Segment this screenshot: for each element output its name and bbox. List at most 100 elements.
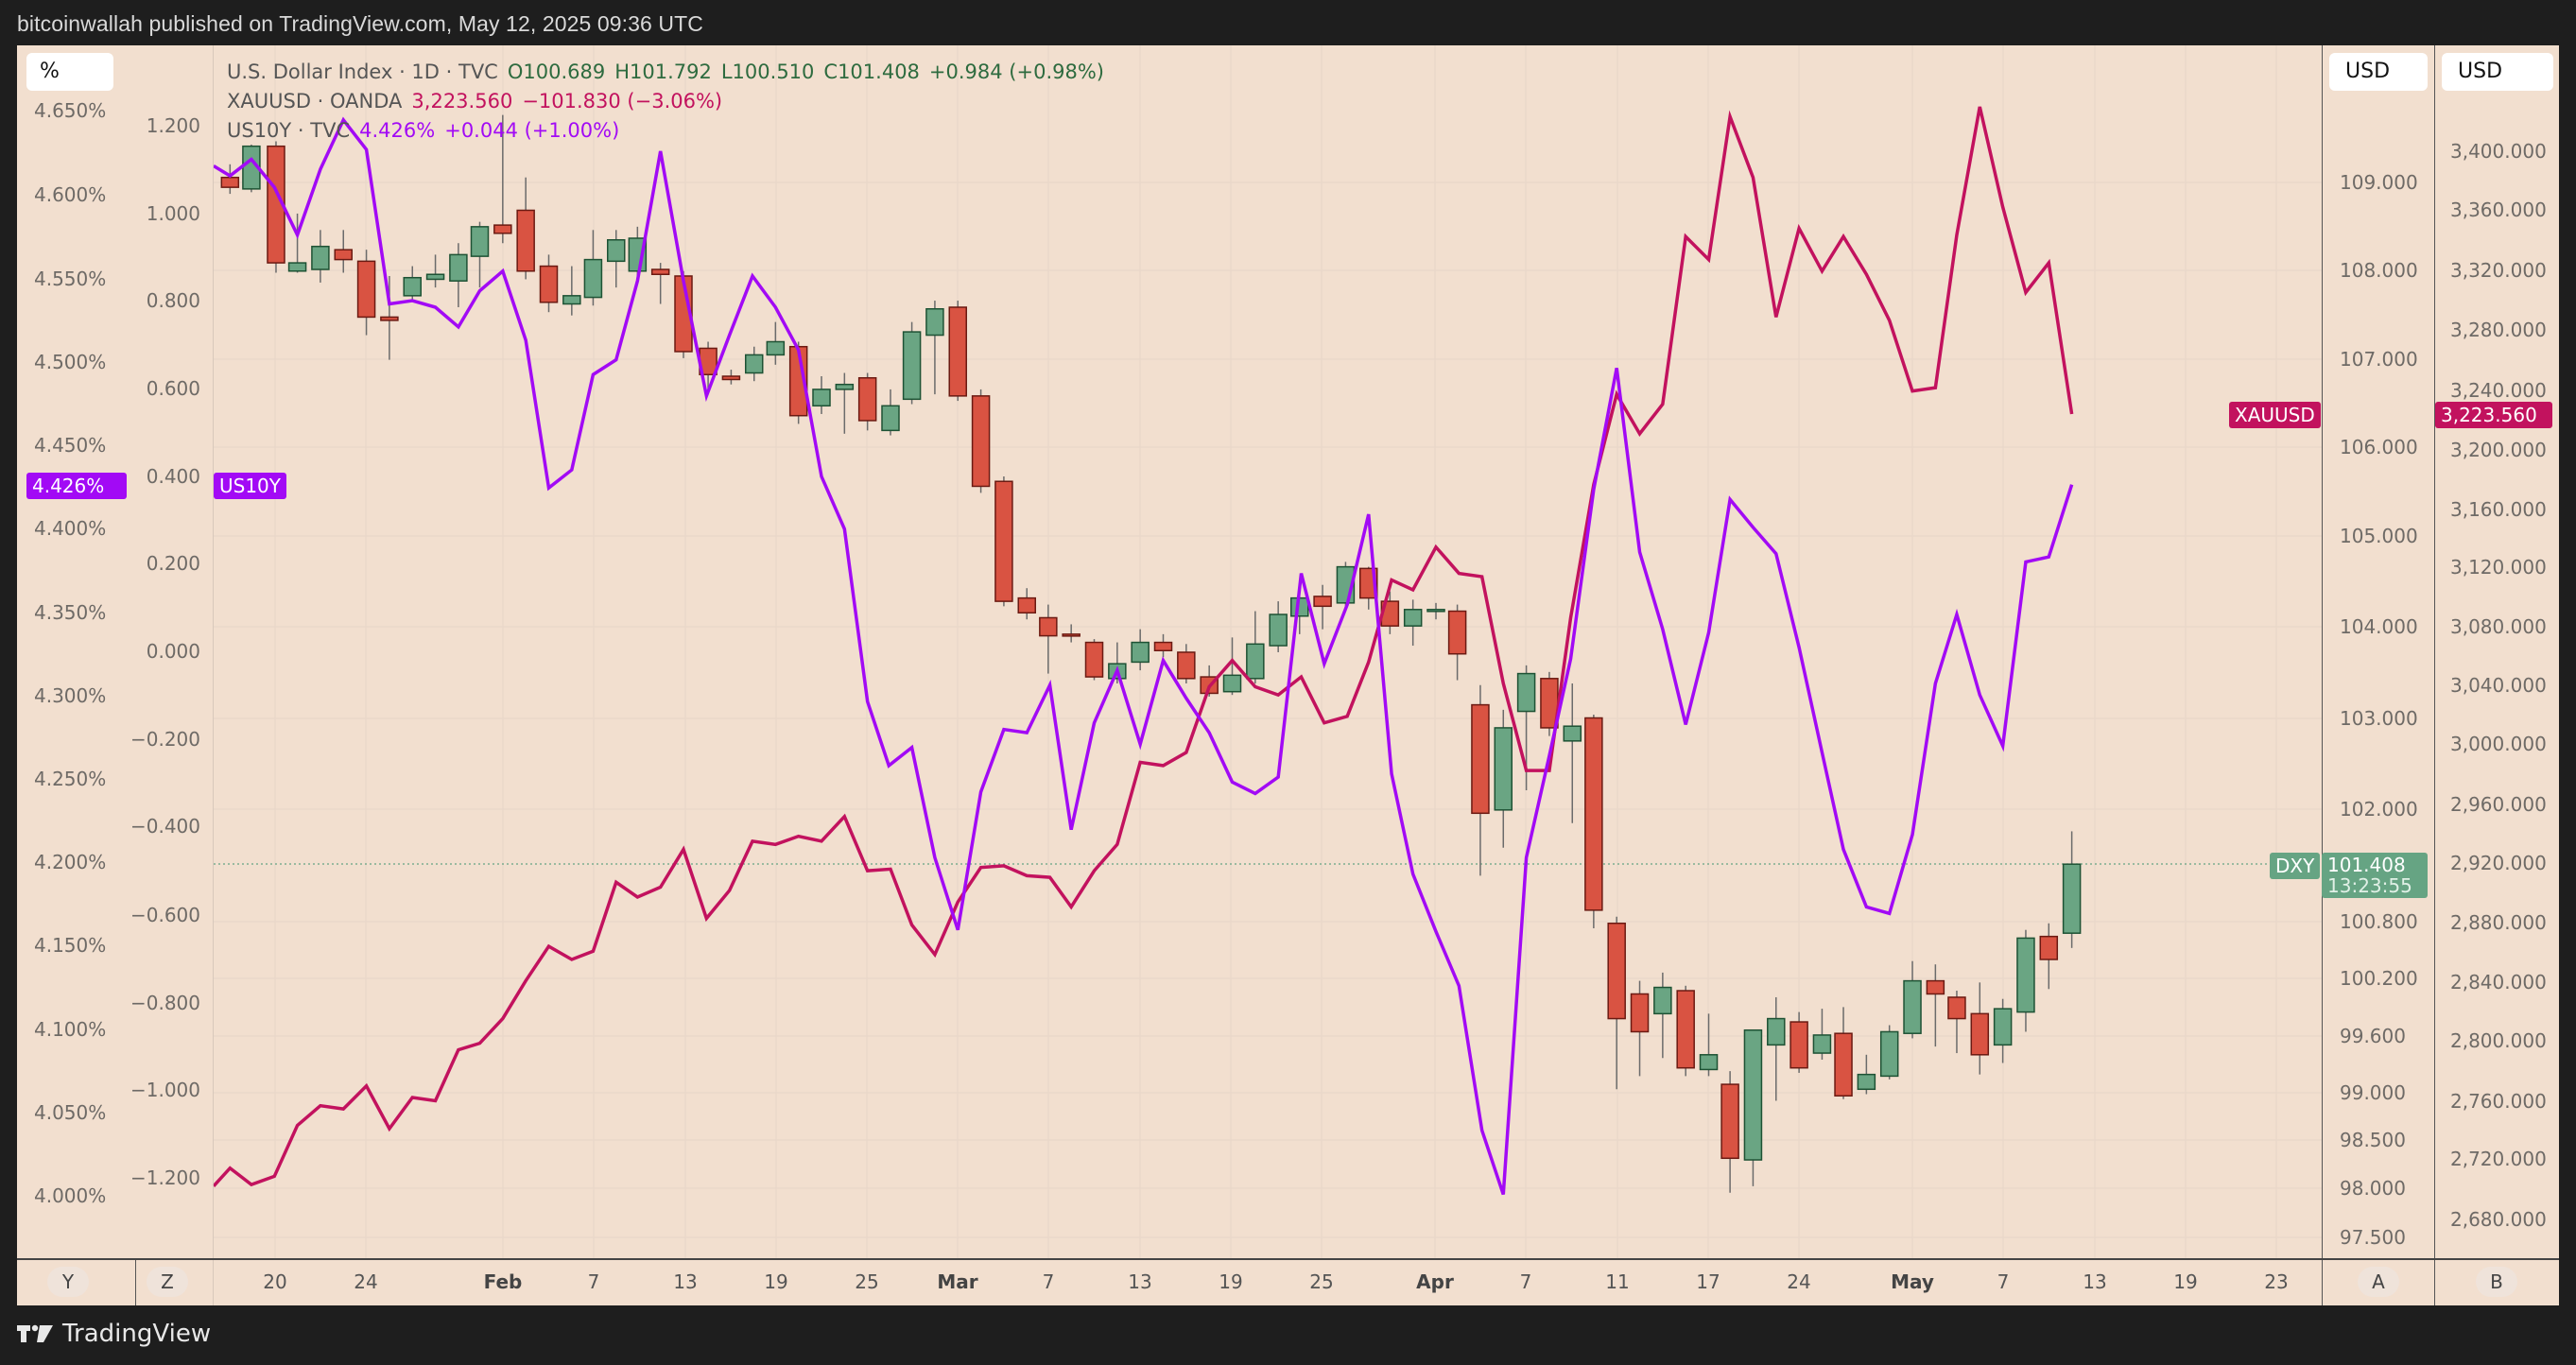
time-axis-label: 13: [2083, 1270, 2107, 1293]
axis-tick-label: 2,760.000: [2450, 1090, 2547, 1113]
axis-tick-label: 4.450%: [34, 434, 107, 457]
axis-tick-label: 99.000: [2340, 1081, 2406, 1104]
axis-divider: [2322, 45, 2323, 1305]
axis-tick-label: 107.000: [2340, 348, 2418, 371]
axis-tick-label: 3,000.000: [2450, 733, 2547, 755]
axis-tick-label: 3,080.000: [2450, 615, 2547, 638]
xauusd-axis-tag: 3,223.560: [2435, 402, 2552, 428]
axis-tick-label: 105.000: [2340, 525, 2418, 547]
axis-tick-label: 103.000: [2340, 707, 2418, 730]
legend-dxy-close: C101.408: [823, 60, 920, 83]
axis-tick-label: 0.600: [146, 377, 200, 400]
axis-tick-label: 102.000: [2340, 798, 2418, 821]
axis-tick-label: 2,880.000: [2450, 911, 2547, 934]
axis-tick-label: 4.500%: [34, 351, 107, 373]
axis-tick-label: 97.500: [2340, 1226, 2406, 1249]
axis-tick-label: 3,160.000: [2450, 498, 2547, 521]
axis-tick-label: 3,120.000: [2450, 556, 2547, 579]
legend-us10y[interactable]: US10Y · TVC 4.426% +0.044 (+1.00%): [227, 119, 629, 142]
axis-tick-label: 98.500: [2340, 1129, 2406, 1151]
auto-scale-button-b[interactable]: B: [2476, 1267, 2517, 1297]
axis-tick-label: 108.000: [2340, 259, 2418, 282]
time-axis-label: 7: [1997, 1270, 2010, 1293]
time-axis-label: 11: [1605, 1270, 1630, 1293]
axis-tick-label: 4.400%: [34, 517, 107, 540]
right-axis-b-unit-button[interactable]: USD: [2442, 53, 2553, 91]
time-axis-label: 25: [1309, 1270, 1334, 1293]
axis-tick-label: −0.800: [130, 992, 200, 1014]
time-axis-label: 24: [354, 1270, 378, 1293]
time-axis-label: 13: [1128, 1270, 1152, 1293]
us10y-label-tag: US10Y: [214, 473, 286, 499]
us10y-axis-tag: 4.426%: [26, 473, 127, 499]
axis-tick-label: 99.600: [2340, 1025, 2406, 1047]
time-axis-label: 20: [263, 1270, 287, 1293]
legend-dxy-name: U.S. Dollar Index · 1D · TVC: [227, 60, 498, 83]
axis-tick-label: 2,720.000: [2450, 1148, 2547, 1170]
axis-tick-label: 0.000: [146, 640, 200, 663]
legend-xauusd-name: XAUUSD · OANDA: [227, 90, 403, 112]
time-axis-label: 19: [2173, 1270, 2198, 1293]
right-axis-a-unit-button[interactable]: USD: [2329, 53, 2428, 91]
dxy-last-price: 101.408: [2327, 854, 2406, 876]
time-axis-label: 19: [1219, 1270, 1243, 1293]
dxy-label-tag: DXY: [2270, 853, 2321, 879]
auto-scale-button-a[interactable]: A: [2358, 1267, 2399, 1297]
left-axis-unit-button[interactable]: %: [26, 53, 113, 91]
publish-header: bitcoinwallah published on TradingView.c…: [0, 0, 2576, 45]
axis-tick-label: 4.250%: [34, 768, 107, 790]
axis-tick-label: 4.550%: [34, 268, 107, 290]
axis-divider: [2434, 45, 2435, 1305]
tradingview-logo[interactable]: TradingView: [17, 1320, 211, 1348]
time-axis-label: 17: [1696, 1270, 1720, 1293]
axis-tick-label: 3,200.000: [2450, 439, 2547, 461]
log-scale-button-z[interactable]: Z: [147, 1267, 188, 1297]
legend-dxy-change: +0.984 (+0.98%): [928, 60, 1105, 83]
dxy-countdown: 13:23:55: [2327, 874, 2412, 897]
legend-xauusd[interactable]: XAUUSD · OANDA 3,223.560 −101.830 (−3.06%): [227, 90, 732, 112]
tradingview-logo-icon: [17, 1324, 53, 1342]
time-axis-border: [17, 1258, 2559, 1260]
axis-tick-label: −1.200: [130, 1166, 200, 1189]
axis-tick-label: 98.000: [2340, 1177, 2406, 1200]
axis-tick-label: 3,360.000: [2450, 199, 2547, 221]
axis-tick-label: 3,040.000: [2450, 674, 2547, 697]
time-axis-label: 23: [2264, 1270, 2289, 1293]
axis-tick-label: 4.300%: [34, 684, 107, 707]
log-scale-button-y[interactable]: Y: [47, 1267, 89, 1297]
axis-tick-label: 0.800: [146, 289, 200, 312]
axis-tick-label: 2,920.000: [2450, 852, 2547, 874]
legend-dxy[interactable]: U.S. Dollar Index · 1D · TVC O100.689 H101…: [227, 60, 1114, 83]
chart-frame: [17, 45, 2559, 1305]
axis-tick-label: 0.200: [146, 552, 200, 575]
axis-tick-label: 0.400: [146, 465, 200, 488]
dxy-axis-tag: 101.408 13:23:55: [2322, 853, 2428, 898]
legend-dxy-open: O100.689: [507, 60, 606, 83]
axis-tick-label: 3,280.000: [2450, 319, 2547, 341]
axis-divider: [135, 1258, 136, 1305]
axis-tick-label: 1.200: [146, 114, 200, 137]
legend-xauusd-price: 3,223.560: [411, 90, 513, 112]
axis-tick-label: 1.000: [146, 202, 200, 225]
axis-tick-label: 104.000: [2340, 615, 2418, 638]
time-axis-label: May: [1891, 1270, 1934, 1293]
time-axis-label: 7: [1042, 1270, 1055, 1293]
time-axis-label: 7: [587, 1270, 600, 1293]
legend-dxy-low: L100.510: [720, 60, 815, 83]
legend-us10y-price: 4.426%: [359, 119, 436, 142]
time-axis-label: 13: [673, 1270, 698, 1293]
axis-tick-label: 4.350%: [34, 601, 107, 624]
axis-tick-label: 2,840.000: [2450, 971, 2547, 994]
axis-divider: [213, 45, 214, 1305]
axis-tick-label: 106.000: [2340, 436, 2418, 458]
axis-tick-label: 4.000%: [34, 1184, 107, 1207]
axis-tick-label: 4.050%: [34, 1101, 107, 1124]
axis-tick-label: 2,680.000: [2450, 1208, 2547, 1231]
legend-us10y-change: +0.044 (+1.00%): [444, 119, 620, 142]
axis-tick-label: −1.000: [130, 1079, 200, 1101]
axis-tick-label: 4.650%: [34, 99, 107, 122]
axis-tick-label: −0.400: [130, 815, 200, 838]
time-axis-label: 25: [855, 1270, 879, 1293]
legend-xauusd-change: −101.830 (−3.06%): [522, 90, 723, 112]
